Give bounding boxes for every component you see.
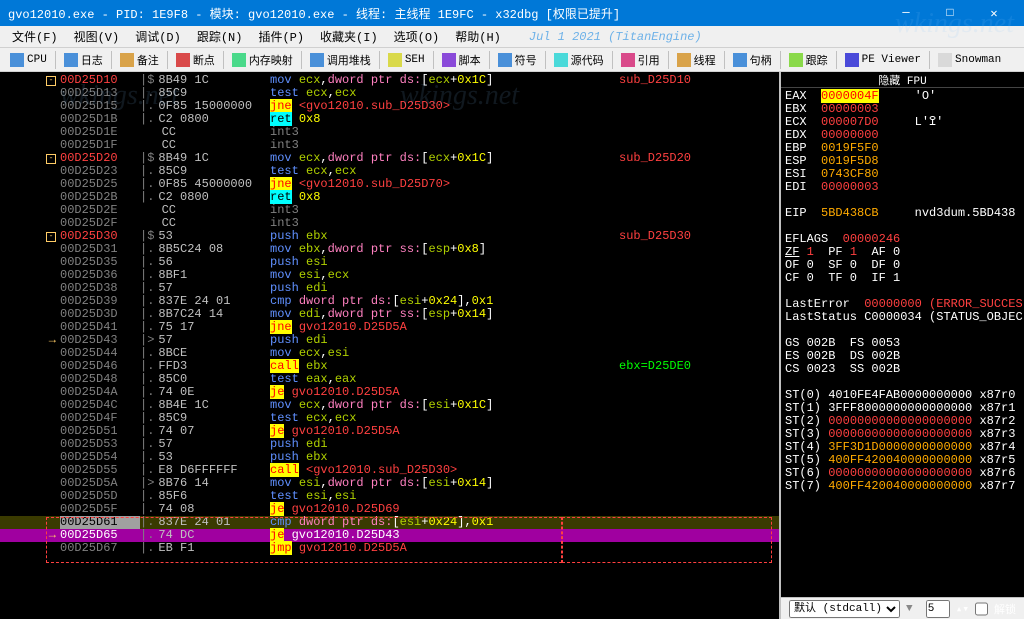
toolbar-button[interactable]: SEH (382, 51, 431, 69)
title-bar: gvo12010.exe - PID: 1E9F8 - 模块: gvo12010… (0, 0, 1024, 26)
toolbar-label: 引用 (638, 52, 660, 68)
minimize-button[interactable]: ─ (884, 0, 928, 26)
toolbar-label: Snowman (955, 54, 1001, 66)
toolbar-button[interactable]: CPU (4, 51, 53, 69)
toolbar-button[interactable]: 内存映射 (226, 50, 299, 70)
disasm-row[interactable]: 00D25D67|.EB F1jmp gvo12010.D25D5A (0, 542, 779, 555)
toolbar-icon (64, 53, 78, 67)
toolbar-label: SEH (405, 54, 425, 66)
window-title: gvo12010.exe - PID: 1E9F8 - 模块: gvo12010… (8, 5, 884, 22)
register-row[interactable]: LastStatus C0000034 (STATUS_OBJEC (785, 311, 1020, 324)
menu-item[interactable]: 跟踪(N) (189, 25, 251, 48)
menu-item[interactable]: 收藏夹(I) (312, 25, 386, 48)
toolbar-icon (120, 53, 134, 67)
toolbar-icon (789, 53, 803, 67)
toolbar-icon (845, 53, 859, 67)
maximize-button[interactable]: □ (928, 0, 972, 26)
register-row[interactable]: CS 0023 SS 002B (785, 363, 1020, 376)
menu-item[interactable]: 选项(O) (386, 25, 448, 48)
toolbar-button[interactable]: 断点 (170, 50, 221, 70)
menu-item[interactable]: 视图(V) (66, 25, 128, 48)
registers-header[interactable]: 隐藏 FPU (781, 72, 1024, 88)
toolbar-button[interactable]: Snowman (932, 51, 1007, 69)
registers-statusbar: 默认 (stdcall) ▼ ▴▾ 解锁 (781, 597, 1024, 619)
menu-item: Jul 1 2021 (TitanEngine) (529, 30, 702, 44)
toolbar-icon (677, 53, 691, 67)
menu-item[interactable]: 帮助(H) (447, 25, 509, 48)
toolbar-icon (176, 53, 190, 67)
toolbar-label: 线程 (694, 52, 716, 68)
registers-panel[interactable]: wkings.net 隐藏 FPU EAX 0000004F 'O'EBX 00… (779, 72, 1024, 619)
toolbar-button[interactable]: 脚本 (436, 50, 487, 70)
toolbar-button[interactable]: 跟踪 (783, 50, 834, 70)
toolbar-button[interactable]: 调用堆栈 (304, 50, 377, 70)
toolbar-button[interactable]: 引用 (615, 50, 666, 70)
toolbar-label: 脚本 (459, 52, 481, 68)
toolbar-icon (938, 53, 952, 67)
toolbar-button[interactable]: 线程 (671, 50, 722, 70)
menu-item[interactable]: 调试(D) (127, 25, 189, 48)
toolbar-label: 句柄 (750, 52, 772, 68)
toolbar-label: 源代码 (571, 52, 604, 68)
toolbar-icon (554, 53, 568, 67)
toolbar-label: 备注 (137, 52, 159, 68)
register-row[interactable]: CF 0 TF 0 IF 1 (785, 272, 1020, 285)
toolbar-button[interactable]: 日志 (58, 50, 109, 70)
toolbar-icon (442, 53, 456, 67)
toolbar-label: 日志 (81, 52, 103, 68)
toolbar-button[interactable]: 句柄 (727, 50, 778, 70)
toolbar-button[interactable]: 符号 (492, 50, 543, 70)
toolbar-button[interactable]: 源代码 (548, 50, 610, 70)
calling-convention-select[interactable]: 默认 (stdcall) (789, 600, 900, 618)
register-row[interactable]: EIP 5BD438CB nvd3dum.5BD438 (785, 207, 1020, 220)
toolbar-icon (621, 53, 635, 67)
disassembly-view[interactable]: wkings.net wkings.net -00D25D10|$8B49 1C… (0, 72, 779, 619)
toolbar-label: 调用堆栈 (327, 52, 371, 68)
toolbar-icon (388, 53, 402, 67)
close-button[interactable]: ✕ (972, 0, 1016, 26)
toolbar-label: 内存映射 (249, 52, 293, 68)
menu-item[interactable]: 文件(F) (4, 25, 66, 48)
toolbar-label: 符号 (515, 52, 537, 68)
toolbar-icon (10, 53, 24, 67)
arg-count-input[interactable] (926, 600, 950, 618)
register-row[interactable]: ST(7) 400FF420040000000000 x87r7 (785, 480, 1020, 493)
toolbar-button[interactable]: PE Viewer (839, 51, 927, 69)
unlock-checkbox[interactable] (975, 600, 988, 618)
toolbar-button[interactable]: 备注 (114, 50, 165, 70)
toolbar-label: 断点 (193, 52, 215, 68)
toolbar-icon (232, 53, 246, 67)
toolbar-label: 跟踪 (806, 52, 828, 68)
toolbar-label: CPU (27, 54, 47, 66)
toolbar-icon (310, 53, 324, 67)
toolbar: CPU 日志 备注 断点 内存映射 调用堆栈 SEH 脚本 符号 源代码 引用 线程 句柄 跟踪 PE Vi… (0, 48, 1024, 72)
toolbar-icon (733, 53, 747, 67)
unlock-label: 解锁 (994, 601, 1016, 617)
menu-bar: 文件(F)视图(V)调试(D)跟踪(N)插件(P)收藏夹(I)选项(O)帮助(H… (0, 26, 1024, 48)
spinner-icon[interactable]: ▴▾ (956, 602, 969, 616)
menu-item[interactable]: 插件(P) (250, 25, 312, 48)
toolbar-label: PE Viewer (862, 54, 921, 66)
toolbar-icon (498, 53, 512, 67)
register-row[interactable]: EDI 00000003 (785, 181, 1020, 194)
